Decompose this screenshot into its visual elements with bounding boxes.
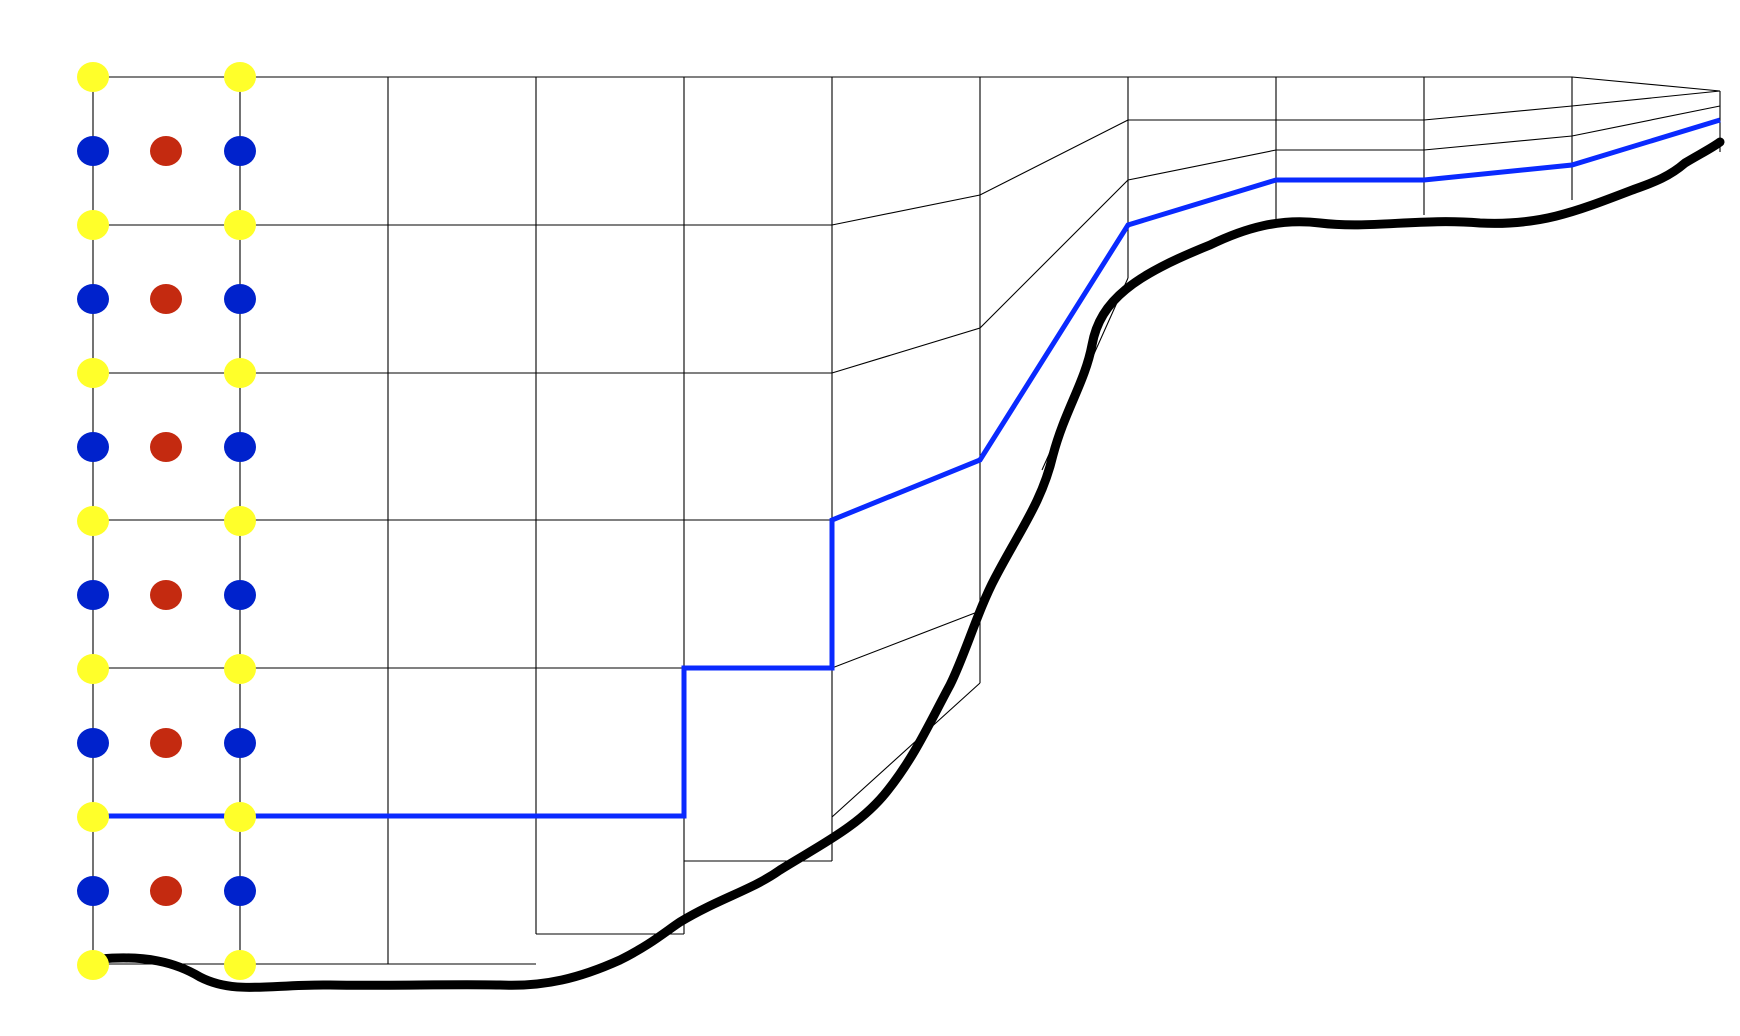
corner-node <box>77 358 109 388</box>
center-node <box>150 136 182 166</box>
edge-node <box>224 432 256 462</box>
center-node <box>150 580 182 610</box>
corner-node <box>77 802 109 832</box>
center-node <box>150 728 182 758</box>
corner-node <box>224 950 256 980</box>
grid-row-line <box>93 119 1129 226</box>
edge-node <box>224 136 256 166</box>
grid-row-line <box>1127 149 1277 181</box>
center-node <box>150 876 182 906</box>
corner-node <box>77 210 109 240</box>
edge-node <box>77 728 109 758</box>
corner-node <box>224 654 256 684</box>
edge-node <box>77 580 109 610</box>
edge-node <box>224 876 256 906</box>
edge-node <box>77 876 109 906</box>
interface-line <box>100 117 1721 819</box>
edge-node <box>224 728 256 758</box>
mesh-nodes <box>77 62 256 980</box>
corner-node <box>77 654 109 684</box>
grid-row-line <box>831 682 981 818</box>
corner-node <box>77 62 109 92</box>
corner-node <box>224 210 256 240</box>
corner-node <box>224 358 256 388</box>
grid-row-line <box>1276 105 1721 151</box>
grid-row-line <box>93 179 1129 374</box>
corner-node <box>77 950 109 980</box>
edge-node <box>77 432 109 462</box>
center-node <box>150 432 182 462</box>
center-node <box>150 284 182 314</box>
grid-row-line <box>93 76 1721 92</box>
corner-node <box>224 506 256 536</box>
edge-node <box>224 580 256 610</box>
edge-node <box>77 284 109 314</box>
edge-node <box>224 284 256 314</box>
boundary-curve <box>95 137 1725 992</box>
edge-node <box>77 136 109 166</box>
corner-node <box>224 62 256 92</box>
corner-node <box>77 506 109 536</box>
corner-node <box>224 802 256 832</box>
